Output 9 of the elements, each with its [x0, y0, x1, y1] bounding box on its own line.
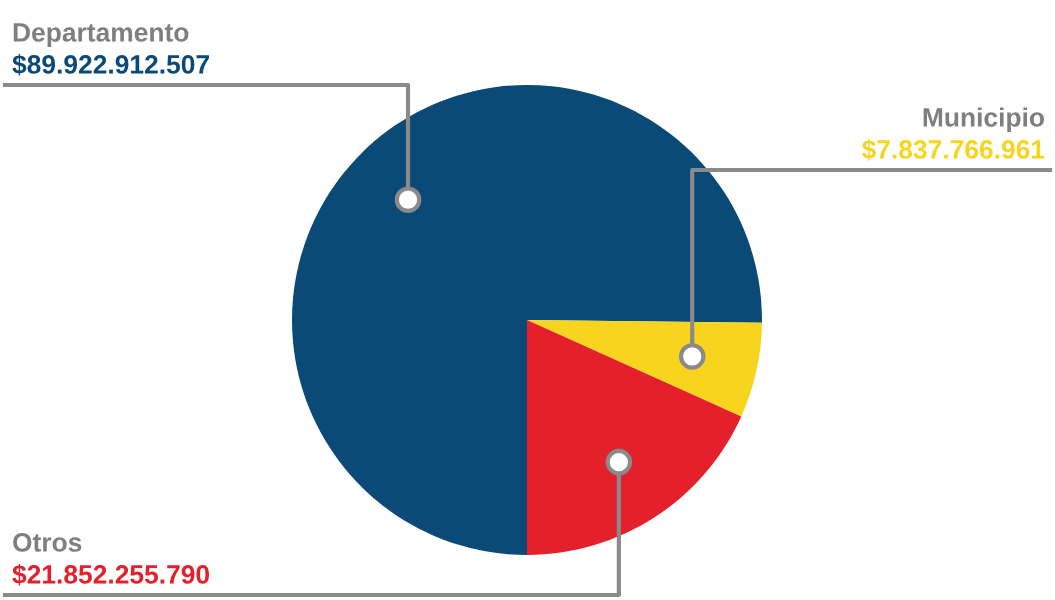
slice-label: Otros: [13, 533, 82, 552]
pie-slice: [292, 85, 762, 555]
pie-slice: [527, 320, 742, 555]
slice-label: Municipio: [923, 107, 1044, 132]
slice-label: Departamento: [13, 23, 189, 47]
data-label: $89.922.912.507: [12, 53, 209, 76]
data-label: $7.837.766.961: [861, 138, 1045, 161]
data-label: $21.852.255.790: [12, 563, 210, 586]
pie-slice: [527, 320, 762, 417]
